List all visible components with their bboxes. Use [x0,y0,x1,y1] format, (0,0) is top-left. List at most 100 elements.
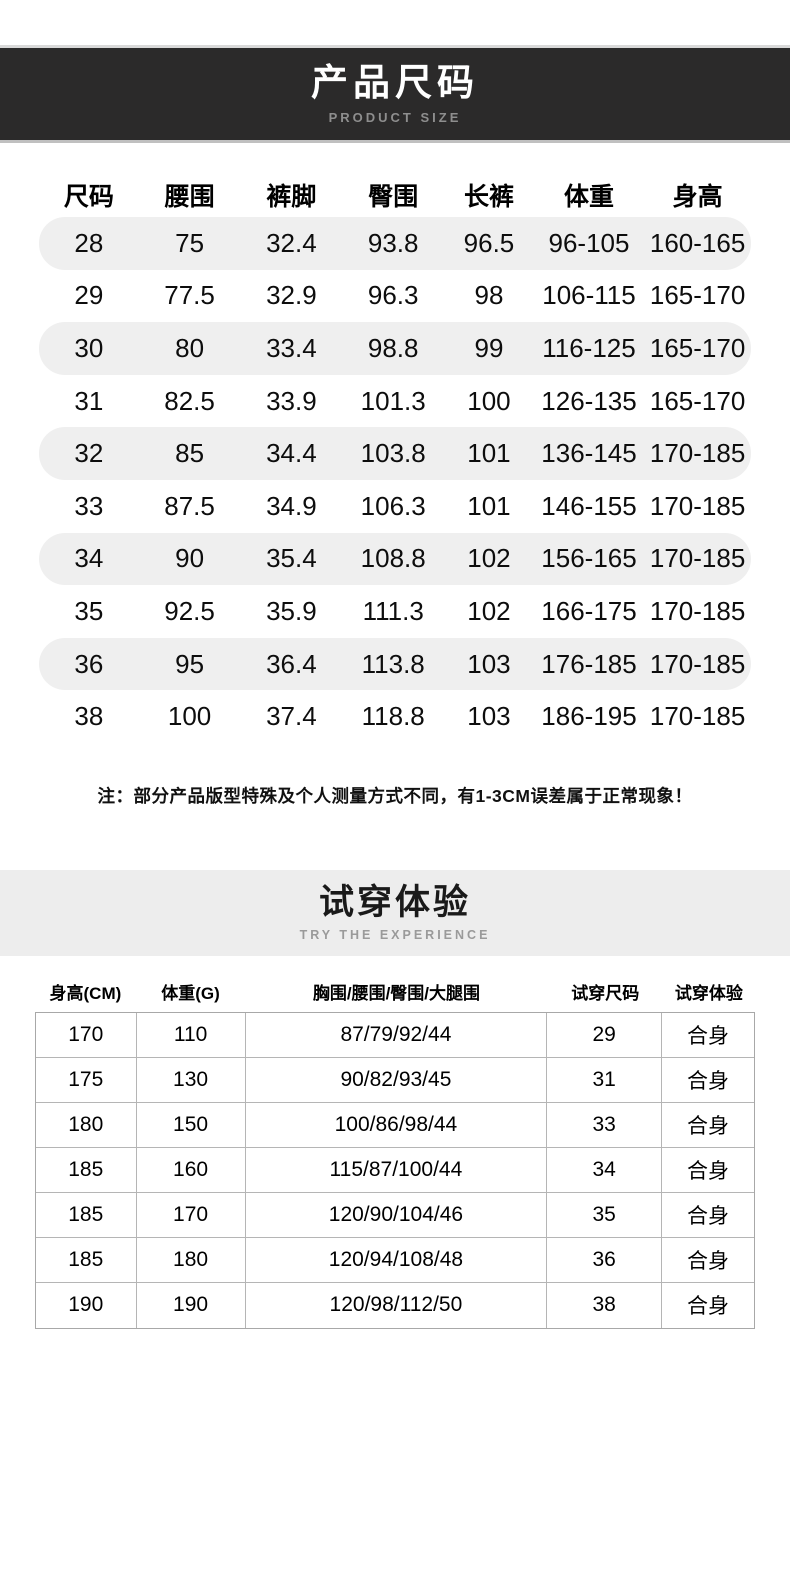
size-table-cell: 98 [474,280,504,311]
size-table-cell: 170-185 [649,490,746,521]
size-table-cell: 35 [74,595,104,626]
size-table-cell: 100 [467,385,511,416]
size-table-cell: 108.8 [360,543,426,574]
size-table-cell: 33.9 [266,385,317,416]
size-table-cell: 106-115 [542,280,636,311]
fit-table-cell: 170 [36,1012,137,1057]
size-table-column-header: 身高 [672,183,723,211]
size-table-cell: 136-145 [541,438,637,469]
size-table: 尺码 腰围 裤脚 臀围 长裤 体重 身高 28 75 32.4 93.8 96.5 96-105 160… [39,173,751,743]
fit-table-column-header: 身高(CM) [49,984,122,1004]
size-table-row: 29 77.5 32.9 96.3 98 106-115 165-170 [39,270,751,323]
size-table-cell: 99 [474,332,504,363]
size-table-cell: 98.8 [367,332,419,363]
size-table-column-header: 腰围 [164,183,215,211]
size-table-cell: 103 [467,701,511,732]
fit-table-column-header: 试穿尺码 [571,984,640,1004]
fit-table-cell: 90/82/93/45 [246,1057,548,1102]
fit-table-column-header: 试穿体验 [674,984,743,1004]
size-table-row: 34 90 35.4 108.8 102 156-165 170-185 [39,532,751,586]
fit-table-cell: 160 [137,1147,246,1192]
size-table-column-header: 裤脚 [266,183,317,211]
fit-table-cell: 170 [137,1192,246,1237]
size-table-cell: 165-170 [649,332,746,363]
fit-table-cell: 87/79/92/44 [246,1012,548,1057]
size-table-cell: 166-175 [541,595,637,626]
size-table-row: 33 87.5 34.9 106.3 101 146-155 170-185 [39,480,751,533]
fit-table-column-header: 胸围/腰围/臀围/大腿围 [312,984,481,1004]
fit-table-cell: 合身 [687,1204,729,1228]
size-table-cell: 103.8 [360,438,426,469]
fit-table-cell: 185 [36,1147,137,1192]
size-table-body: 28 75 32.4 93.8 96.5 96-105 160-165 29 77.5 32.9 9… [39,217,751,743]
size-table-cell: 75 [175,227,205,258]
size-table-cell: 32 [74,438,104,469]
size-table-cell: 82.5 [164,385,215,416]
fit-table-row: 185 160 115/87/100/44 34 合身 [36,1147,754,1193]
size-table-cell: 165-170 [649,280,746,311]
size-table-cell: 34.9 [266,490,317,521]
size-table-cell: 37.4 [266,701,317,732]
fit-table-row: 175 130 90/82/93/45 31 合身 [36,1057,754,1103]
size-table-cell: 96-105 [548,227,630,258]
size-table-header-row: 尺码 腰围 裤脚 臀围 长裤 体重 身高 [39,173,751,217]
fit-table-cell: 190 [137,1282,246,1328]
size-table-cell: 34 [74,543,104,574]
size-table-cell: 80 [175,332,205,363]
fit-table-row: 170 110 87/79/92/44 29 合身 [36,1012,754,1058]
size-table-cell: 100 [167,701,212,732]
fit-table-header-row: 身高(CM) 体重(G) 胸围/腰围/臀围/大腿围 试穿尺码 试穿体验 [35,972,755,1012]
size-table-cell: 90 [175,543,205,574]
size-table-cell: 170-185 [649,595,746,626]
size-table-cell: 36 [74,648,104,679]
size-table-cell: 32.9 [266,280,317,311]
product-size-page: 产品尺码 PRODUCT SIZE 尺码 腰围 裤脚 臀围 长裤 体重 身高 28 75 32.… [0,45,790,1329]
product-size-subtitle: PRODUCT SIZE [328,110,462,126]
fit-table-cell: 36 [547,1237,663,1282]
size-table-cell: 118.8 [361,701,425,732]
size-table-cell: 170-185 [649,648,746,679]
size-table-cell: 32.4 [266,227,317,258]
try-experience-title: 试穿体验 [318,882,471,922]
size-table-cell: 146-155 [541,490,637,521]
fit-table-cell: 120/98/112/50 [246,1282,548,1328]
size-table-cell: 103 [467,648,511,679]
fit-table-cell: 115/87/100/44 [246,1147,548,1192]
fit-table-row: 185 170 120/90/104/46 35 合身 [36,1192,754,1238]
fit-table-cell: 31 [547,1057,663,1102]
size-table-row: 32 85 34.4 103.8 101 136-145 170-185 [39,427,751,480]
size-table-cell: 38 [74,701,104,732]
size-table-column-header: 尺码 [63,183,114,211]
size-table-cell: 165-170 [649,385,746,416]
fit-table-cell: 120/94/108/48 [246,1237,548,1282]
product-size-title: 产品尺码 [311,61,479,103]
size-table-cell: 96.3 [367,280,419,311]
fit-table-cell: 130 [137,1057,246,1102]
size-table-cell: 116-125 [542,332,636,363]
size-table-cell: 111.3 [362,595,424,626]
size-table-column-header: 长裤 [463,183,514,211]
fit-table-cell: 175 [36,1057,137,1102]
fit-table-cell: 35 [547,1192,663,1237]
size-table-cell: 93.8 [367,227,419,258]
size-table-cell: 102 [467,595,511,626]
size-table-cell: 33.4 [266,332,317,363]
fit-table: 身高(CM) 体重(G) 胸围/腰围/臀围/大腿围 试穿尺码 试穿体验 170 110 87… [35,972,755,1329]
size-table-row: 36 95 36.4 113.8 103 176-185 170-185 [39,637,751,691]
size-table-cell: 87.5 [164,490,215,521]
size-table-cell: 156-165 [541,543,637,574]
size-table-row: 31 82.5 33.9 101.3 100 126-135 165-170 [39,375,751,428]
size-table-row: 28 75 32.4 93.8 96.5 96-105 160-165 [39,217,751,270]
size-tolerance-note: 注：部分产品版型特殊及个人测量方式不同，有1-3CM误差属于正常现象！ [97,785,693,806]
fit-table-cell: 110 [137,1012,246,1057]
size-table-cell: 35.4 [266,543,317,574]
size-table-cell: 176-185 [541,648,637,679]
size-table-cell: 102 [467,543,511,574]
fit-table-row: 190 190 120/98/112/50 38 合身 [36,1282,754,1328]
size-table-row: 35 92.5 35.9 111.3 102 166-175 170-185 [39,585,751,638]
size-table-cell: 34.4 [266,438,317,469]
size-table-cell: 101.3 [360,385,426,416]
size-table-cell: 101 [467,490,511,521]
size-table-cell: 30 [74,332,104,363]
fit-table-cell: 150 [137,1102,246,1147]
